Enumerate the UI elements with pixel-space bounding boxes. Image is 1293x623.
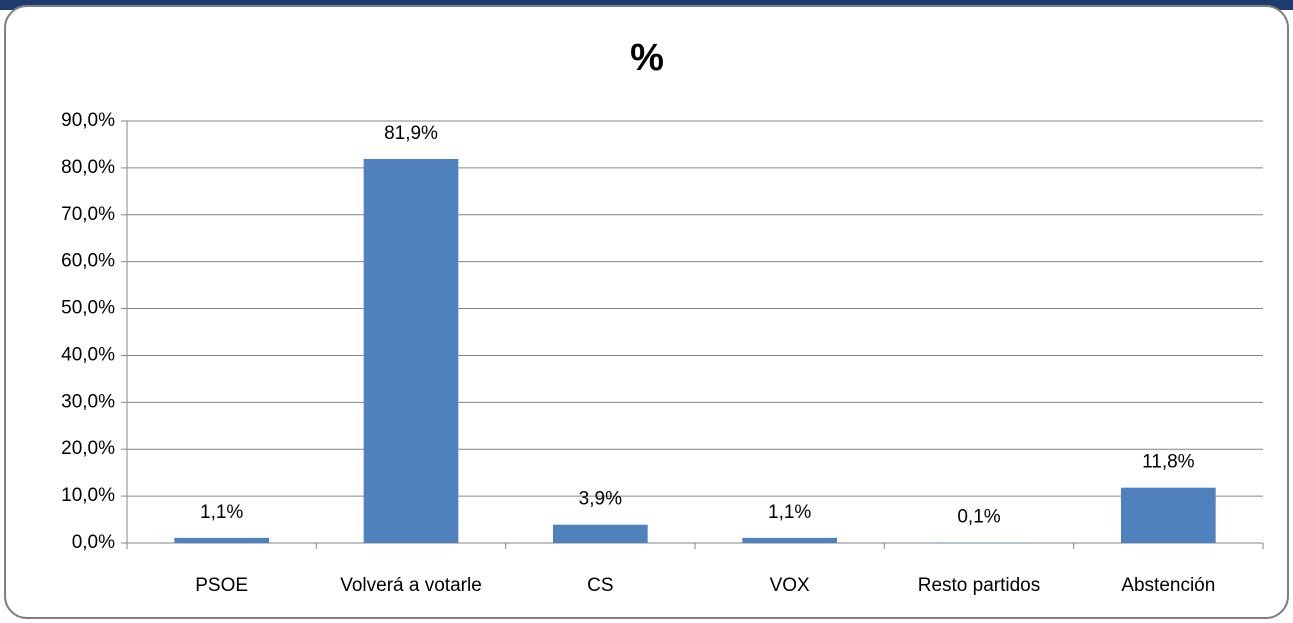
y-tick-label: 90,0%	[61, 110, 115, 131]
bar	[174, 537, 269, 543]
y-tick-label: 60,0%	[61, 251, 115, 272]
data-label: 81,9%	[384, 123, 438, 144]
x-tick-label: Abstención	[1121, 575, 1215, 596]
y-tick-label: 30,0%	[61, 391, 115, 412]
y-tick-label: 80,0%	[61, 157, 115, 178]
x-tick-label: Volverá a votarle	[340, 575, 482, 596]
y-tick-label: 40,0%	[61, 344, 115, 365]
x-tick-label: VOX	[770, 575, 810, 596]
y-tick-label: 50,0%	[61, 298, 115, 319]
chart-frame	[4, 5, 1289, 619]
data-label: 1,1%	[200, 502, 243, 523]
data-label: 11,8%	[1142, 452, 1195, 473]
chart-title: %	[630, 37, 664, 79]
y-tick-label: 20,0%	[61, 438, 115, 459]
y-tick-label: 10,0%	[61, 485, 115, 506]
data-label: 3,9%	[579, 489, 622, 510]
data-label: 1,1%	[768, 502, 811, 523]
y-tick-label: 0,0%	[72, 532, 115, 553]
x-tick-label: CS	[587, 575, 613, 596]
data-label: 0,1%	[957, 507, 1000, 528]
bar	[1121, 487, 1216, 543]
y-tick-label: 70,0%	[61, 204, 115, 225]
bar	[363, 158, 459, 544]
bar	[553, 524, 648, 543]
x-tick-label: Resto partidos	[918, 575, 1041, 596]
bar	[742, 537, 837, 543]
x-tick-label: PSOE	[195, 575, 248, 596]
